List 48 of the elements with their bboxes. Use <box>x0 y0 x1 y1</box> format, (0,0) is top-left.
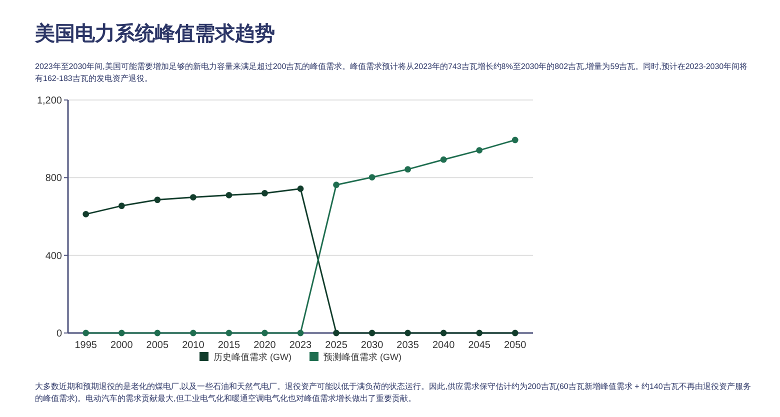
point <box>333 330 340 336</box>
point <box>262 330 268 336</box>
point <box>368 174 376 180</box>
point <box>297 330 304 336</box>
point <box>476 147 483 154</box>
point <box>82 330 90 336</box>
x-tick-label: 2015 <box>218 340 241 351</box>
x-tick-label: 2040 <box>432 340 456 351</box>
point <box>368 330 376 336</box>
point <box>512 136 518 144</box>
point <box>82 210 90 218</box>
x-tick-label: 1995 <box>74 340 98 351</box>
y-tick-label: 0 <box>56 328 62 340</box>
point <box>297 186 304 192</box>
point <box>440 330 447 336</box>
point <box>333 182 340 188</box>
text: 大多数近期和预期退役的是老化的煤电厂,以及一些石油和天然气电厂。退役资产可能以低于满负荷的状态运行。因此,供应需求保守估计约为200吉瓦(60吉瓦新增峰值需求 + 约140吉瓦不再由退役资产服务的峰值需求)。电动汽车的需求贡献最大,但工业电气化和暖通空调电气化也对峰值需求增长做出了重要贡献。 <box>35 381 752 405</box>
point <box>190 330 196 336</box>
point <box>226 330 232 336</box>
x-tick-label: 2050 <box>504 340 527 351</box>
point <box>262 190 268 196</box>
y-tick-label: 400 <box>45 250 62 262</box>
x-tick-label: 2045 <box>468 340 491 351</box>
legend-label: 预测峰值需求 (GW) <box>324 352 402 362</box>
x-tick-label: 2025 <box>325 340 348 351</box>
x-tick-label: 2030 <box>360 340 384 351</box>
x-tick-label: 2000 <box>110 340 134 351</box>
point <box>118 330 125 336</box>
point <box>118 202 125 210</box>
x-tick-label: 2035 <box>396 340 420 351</box>
point <box>476 330 483 336</box>
x-tick-label: 2023 <box>289 340 312 351</box>
point <box>512 330 518 336</box>
y-tick-label: 800 <box>45 173 62 184</box>
x-tick-label: 2005 <box>146 340 169 351</box>
legend-label: 历史峰值需求 (GW) <box>214 352 292 362</box>
point <box>404 166 412 173</box>
chart-subtitle: 2023年至2030年间,美国可能需要增加足够的新电力容量来满足超过200吉瓦的峰值需求。峰值需求预计将从2023年的743吉瓦增长约8%至2030年的802吉瓦,增量为59吉瓦。同时,预计在2023-2030年间将有162-183吉瓦的发电资产退役。 <box>35 61 749 85</box>
x-tick-label: 2010 <box>182 340 205 351</box>
chart-title: 美国电力系统峰值需求趋势 <box>35 22 275 47</box>
point <box>190 194 196 200</box>
point <box>226 192 232 198</box>
x-tick-label: 2020 <box>254 340 276 351</box>
y-tick-label: 1,200 <box>36 96 62 106</box>
point <box>154 330 161 336</box>
point <box>404 330 412 336</box>
point <box>440 156 447 163</box>
point <box>154 196 161 203</box>
